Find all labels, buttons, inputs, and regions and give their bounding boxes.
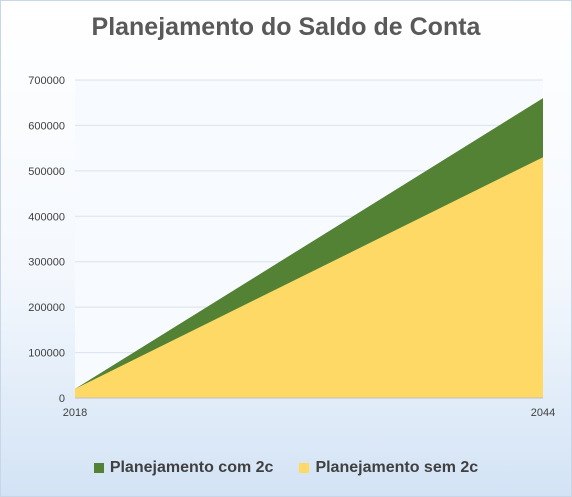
y-tick-label: 100000 xyxy=(28,348,65,360)
area-series-2 xyxy=(75,157,543,398)
x-tick-label: 2018 xyxy=(63,407,87,419)
legend-label: Planejamento com 2c xyxy=(109,459,274,476)
legend-item: Planejamento com 2c xyxy=(93,459,274,477)
y-tick-label: 700000 xyxy=(28,75,65,87)
y-tick-label: 400000 xyxy=(28,211,65,223)
chart-title: Planejamento do Saldo de Conta xyxy=(91,13,481,41)
legend-swatch xyxy=(299,463,310,473)
y-tick-label: 200000 xyxy=(28,302,65,314)
y-tick-label: 300000 xyxy=(28,257,65,269)
y-tick-label: 600000 xyxy=(28,120,65,132)
legend-item: Planejamento sem 2c xyxy=(299,459,478,477)
legend: Planejamento com 2c Planejamento sem 2c xyxy=(1,459,571,477)
y-tick-label: 500000 xyxy=(28,166,65,178)
legend-label: Planejamento sem 2c xyxy=(315,459,479,476)
x-tick-label: 2044 xyxy=(531,407,555,419)
legend-swatch xyxy=(93,463,104,473)
y-tick-label: 0 xyxy=(59,393,65,405)
